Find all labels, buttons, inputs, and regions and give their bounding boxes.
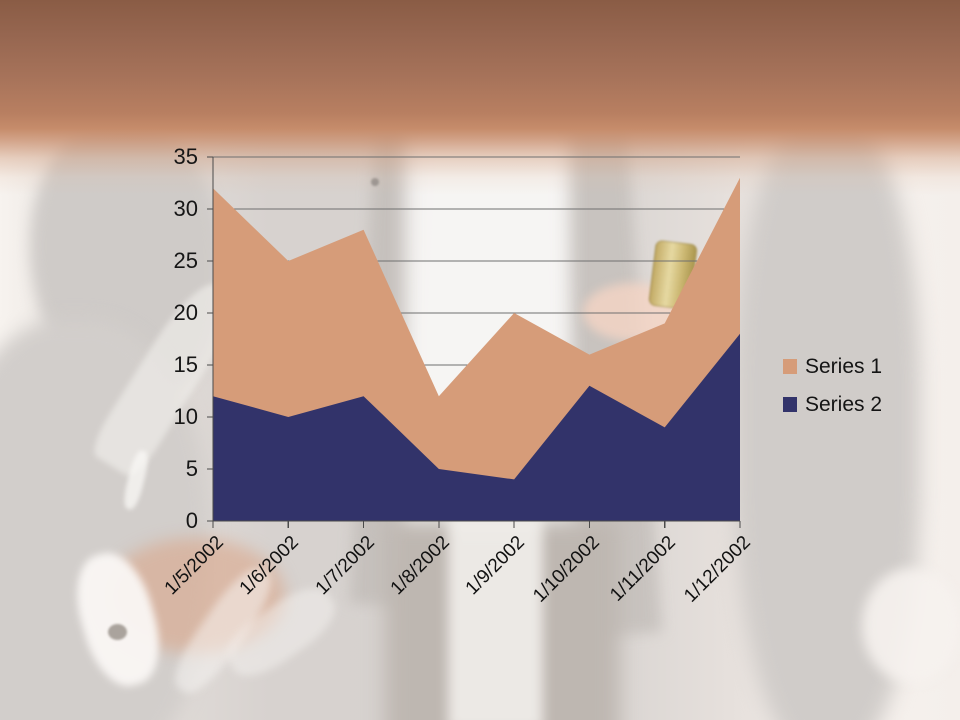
slide-title-rest: – Your Title Text Here [409, 41, 737, 79]
y-axis-label: 30 [173, 196, 198, 221]
y-axis-label: 10 [173, 404, 198, 429]
legend-item-series-2: Series 2 [783, 394, 882, 415]
series-1-label: Series 1 [805, 355, 883, 378]
y-axis-label: 5 [185, 456, 198, 481]
series-2-label: Series 2 [805, 393, 883, 416]
slide-title-bold: Area Chart [223, 41, 400, 79]
y-axis-label: 15 [173, 352, 198, 377]
chart-legend: Series 1 Series 2 [783, 356, 882, 432]
photo-cuff-bottom-right [862, 568, 960, 683]
series-2-swatch [783, 397, 797, 412]
series-1-swatch [783, 359, 797, 374]
y-axis-label: 35 [173, 144, 198, 169]
area-chart [207, 156, 741, 528]
slide-title: Area Chart – Your Title Text Here [0, 40, 960, 80]
legend-item-series-1: Series 1 [783, 356, 882, 377]
y-axis-label: 25 [173, 248, 198, 273]
y-axis-label: 0 [185, 508, 198, 533]
y-axis-label: 20 [173, 300, 198, 325]
